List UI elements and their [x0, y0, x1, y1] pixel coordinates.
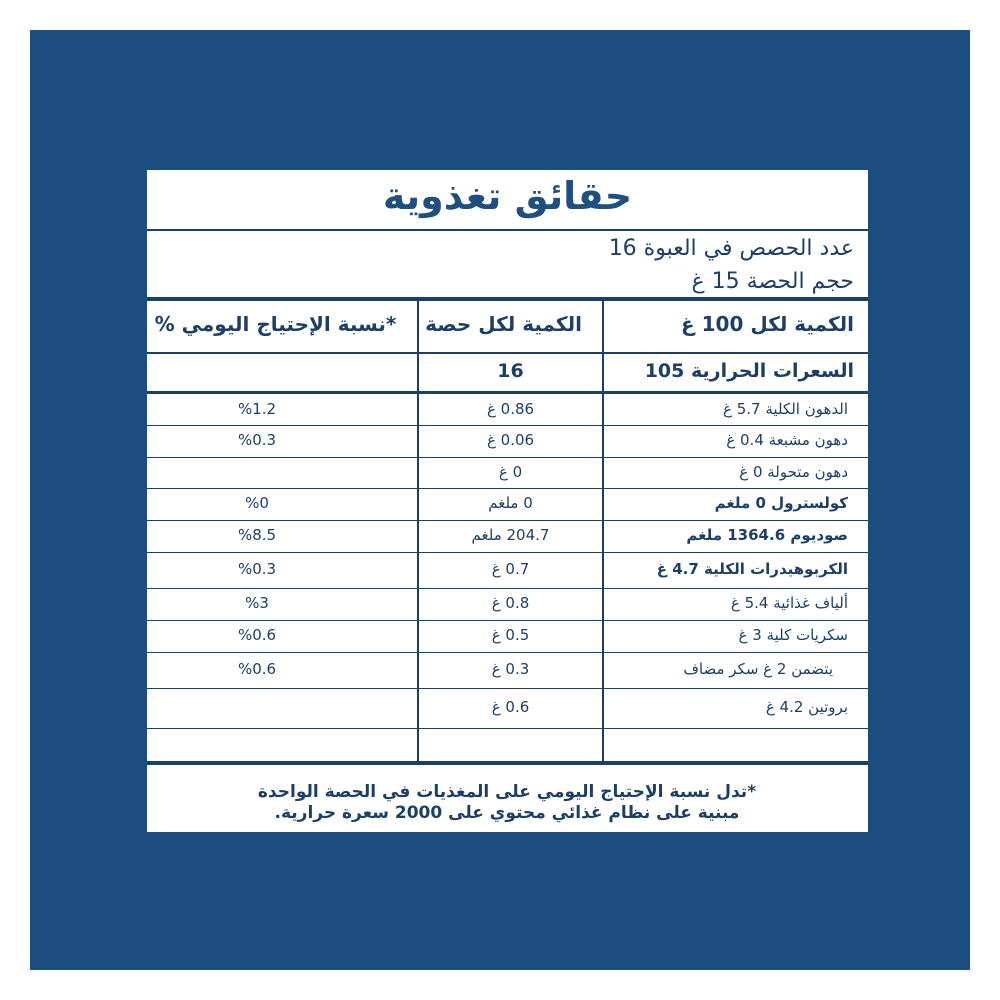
- footnote: *تدل نسبة الإحتياج اليومي على المغذيات ف…: [257, 782, 757, 823]
- rule: [147, 297, 868, 301]
- per-serving: 0.86 غ: [486, 400, 535, 418]
- per-serving: 0.5 غ: [491, 626, 530, 644]
- nutrient: الدهون الكلية 5.7 غ: [723, 400, 848, 418]
- daily-value: %8.5: [237, 526, 277, 544]
- nutrient: سكريات كلية 3 غ: [738, 626, 848, 644]
- column-header: الكمية لكل حصة: [425, 312, 582, 336]
- nutrient: دهون مشبعة 0.4 غ: [726, 431, 848, 449]
- daily-value: %3: [245, 594, 269, 612]
- rule: [147, 391, 868, 394]
- daily-value: %1.2: [237, 400, 277, 418]
- row-rule: [147, 688, 868, 689]
- nutrient: يتضمن 2 غ سكر مضاف: [683, 660, 833, 678]
- nutrient: الكربوهيدرات الكلية 4.7 غ: [656, 560, 848, 578]
- row-rule: [147, 425, 868, 426]
- per-serving: 0.6 غ: [491, 698, 530, 716]
- per-serving: 0 ملغم: [488, 494, 533, 512]
- per-serving: 0 غ: [498, 462, 523, 481]
- daily-value: %0.3: [237, 431, 277, 449]
- per-serving: 0.3 غ: [491, 660, 530, 678]
- rule: [147, 229, 868, 231]
- column-rule: [417, 301, 419, 761]
- daily-value: %0.6: [237, 660, 277, 678]
- rule: [147, 761, 868, 765]
- row-rule: [147, 728, 868, 729]
- row-rule: [147, 552, 868, 553]
- row-rule: [147, 588, 868, 589]
- per-serving: 204.7 ملغم: [471, 526, 550, 544]
- nutrient: كولسترول 0 ملغم: [714, 494, 848, 512]
- nutrient: صوديوم 1364.6 ملغم: [686, 526, 848, 544]
- servings-per-pack: عدد الحصص في العبوة 16: [608, 236, 854, 261]
- per-serving: 0.7 غ: [491, 560, 530, 578]
- row-rule: [147, 620, 868, 621]
- nutrient: ألياف غذائية 5.4 غ: [730, 594, 848, 612]
- per-serving: 0.8 غ: [491, 594, 530, 612]
- nutrient: بروتين 4.2 غ: [765, 698, 848, 716]
- row-rule: [147, 457, 868, 458]
- row-rule: [147, 488, 868, 489]
- row-rule: [147, 520, 868, 521]
- per-serving: 0.06 غ: [486, 431, 535, 449]
- label-panel: حقائق تغذوية عدد الحصص في العبوة 16 حجم …: [147, 170, 868, 832]
- title: حقائق تغذوية: [382, 174, 633, 218]
- nutrition-table: الكمية لكل 100 غ الكمية لكل حصة *نسبة الإح…: [147, 170, 868, 832]
- nutrient: دهون متحولة 0 غ: [739, 462, 848, 481]
- serving-size: حجم الحصة 15 غ: [691, 269, 854, 294]
- rule: [147, 352, 868, 354]
- daily-value: %0.3: [237, 560, 277, 578]
- column-rule: [602, 301, 604, 761]
- calories-per-serving: 16: [497, 360, 524, 382]
- daily-value: %0.6: [237, 626, 277, 644]
- column-header: *نسبة الإحتياج اليومي %: [154, 312, 397, 336]
- row-rule: [147, 652, 868, 653]
- calories: السعرات الحرارية 105: [644, 360, 854, 382]
- column-header: الكمية لكل 100 غ: [681, 312, 854, 336]
- daily-value: %0: [245, 494, 269, 512]
